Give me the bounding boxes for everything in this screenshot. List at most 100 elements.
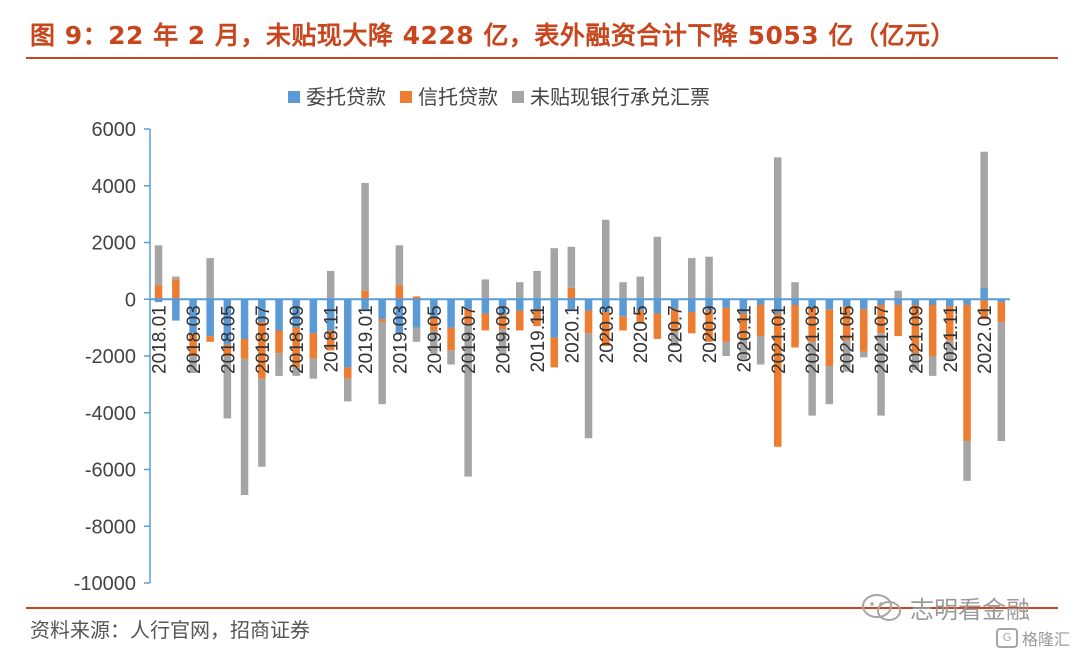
bar-2019.10-s0 <box>516 299 524 311</box>
bar-2018.04-s2 <box>206 258 214 300</box>
bar-2019.03-s0 <box>395 299 404 334</box>
bar-2021.09-s1 <box>911 304 920 354</box>
legend-label: 未贴现银行承兑汇票 <box>530 85 710 109</box>
legend-swatch <box>400 91 412 103</box>
bar-2021.03-s2 <box>808 341 816 416</box>
bar-2020.9-s0 <box>705 299 713 311</box>
bar-2019.05-s0 <box>430 299 438 318</box>
bar-2020.8-s0 <box>688 299 696 313</box>
bar-2018.05-s2 <box>223 356 232 419</box>
bar-2018.09-s2 <box>292 367 300 376</box>
legend-swatch <box>288 91 300 103</box>
legend-label: 委托贷款 <box>306 85 386 109</box>
x-tick-label: 2019.05 <box>425 305 446 374</box>
bar-2021.09-s2 <box>911 353 920 371</box>
bar-2019.05-s2 <box>430 330 438 354</box>
bar-2020.9-s1 <box>705 310 713 342</box>
bar-2020.3-s2 <box>602 219 610 300</box>
axes: 6000 4000 2000 0 -2000 -4000 -6000 -8000 -10000 2… <box>74 119 1010 595</box>
bar-2018.11-s1 <box>326 330 335 351</box>
bar-2020.5-s2 <box>636 276 644 300</box>
x-tick-label: 2021.09 <box>906 305 927 374</box>
bar-2018.02-s2 <box>172 276 180 280</box>
bar-2021.11-s2 <box>946 340 954 361</box>
bar-2021.10-s0 <box>928 299 937 305</box>
bar-2021.08-s0 <box>894 299 902 305</box>
x-tick-label: 2020.1 <box>562 305 583 363</box>
bar-2018.03-s1 <box>189 333 197 356</box>
x-tick-label: 2018.09 <box>287 305 308 374</box>
x-tick-label: 2020.3 <box>597 305 618 363</box>
bar-2021.10-s2 <box>928 356 937 376</box>
bar-2019.10-s2 <box>516 282 524 300</box>
bar-2018.01-s0 <box>154 299 163 303</box>
bar-2019.11-s0 <box>533 299 541 310</box>
title-rule <box>26 57 1058 59</box>
bar-2019.04-s0 <box>412 299 421 328</box>
y-tick-label: -8000 <box>85 516 136 538</box>
bar-2019.02-s0 <box>378 299 386 320</box>
bar-2020.6-s0 <box>653 299 662 314</box>
bar-2018.01-s1 <box>154 285 163 300</box>
x-tick-label: 2020.5 <box>631 305 652 363</box>
y-tick-label: -6000 <box>85 460 136 482</box>
bar-2020.11-s1 <box>739 313 748 339</box>
bar-2021.12-s2 <box>963 441 971 481</box>
bar-2021.04-s0 <box>825 299 834 310</box>
bar-2018.05-s1 <box>223 344 232 356</box>
x-tick-label: 2021.03 <box>803 305 824 374</box>
bar-2019.11-s1 <box>533 309 541 327</box>
bar-2019.11-s2 <box>533 270 541 300</box>
bar-2019.06-s0 <box>447 299 455 328</box>
bar-2021.05-s0 <box>842 299 851 307</box>
legend: 委托贷款 信托贷款 未贴现银行承兑汇票 <box>288 85 710 109</box>
bar-2019.03-s1 <box>395 285 404 300</box>
bar-2020.9-s2 <box>705 256 713 300</box>
bar-2018.06-s2 <box>240 358 249 495</box>
bar-2020.11-s2 <box>739 339 748 359</box>
bar-2018.09-s1 <box>292 327 300 368</box>
bar-2021.07-s0 <box>877 299 885 305</box>
bar-2019.06-s2 <box>447 350 455 365</box>
x-tick-label: 2021.05 <box>838 305 859 374</box>
bar-2018.12-s2 <box>344 378 352 402</box>
x-tick-label: 2019.03 <box>390 305 411 374</box>
x-tick-label: 2018.03 <box>184 305 205 374</box>
bar-2018.06-s0 <box>240 299 249 339</box>
source-rule <box>26 607 1058 609</box>
bar-2021.07-s1 <box>877 304 885 334</box>
legend-label: 信托贷款 <box>418 85 498 109</box>
bars <box>154 151 1006 495</box>
bar-2019.12-s1 <box>550 337 558 368</box>
bar-2020.10-s2 <box>722 341 730 356</box>
x-tick-label: 2018.05 <box>218 305 239 374</box>
bar-2020.3-s0 <box>602 299 610 313</box>
x-tick-label: 2018.01 <box>150 305 171 374</box>
bar-2021.06-s1 <box>860 309 868 352</box>
figure-title: 图 9：22 年 2 月，未贴现大降 4228 亿，表外融资合计下降 5053 … <box>30 21 956 50</box>
bar-2018.07-s0 <box>258 299 266 322</box>
bar-2018.08-s2 <box>275 353 283 376</box>
bar-2020.2-s1 <box>584 310 593 334</box>
x-tick-label: 2020.9 <box>700 305 721 363</box>
bar-2018.08-s1 <box>275 330 283 354</box>
bar-2019.09-s1 <box>498 314 507 330</box>
bar-2020.1-s2 <box>567 246 576 288</box>
bar-2019.08-s2 <box>481 279 490 300</box>
bar-2020.4-s1 <box>619 316 627 331</box>
bar-2020.3-s1 <box>602 312 610 347</box>
bar-2020.10-s0 <box>722 299 730 308</box>
bar-2019.02-s1 <box>378 319 386 322</box>
x-tick-label: 2020.11 <box>734 305 755 372</box>
bar-2018.12-s0 <box>344 299 352 368</box>
bar-2021.11-s1 <box>946 306 954 341</box>
bar-2019.09-s0 <box>498 299 507 315</box>
bar-2021.03-s1 <box>808 307 816 342</box>
bar-2021.01-s0 <box>774 299 782 314</box>
y-tick-label: -10000 <box>74 573 136 595</box>
bar-2022.01-s1 <box>980 299 988 320</box>
legend-swatch <box>512 91 524 103</box>
bar-2021.08-s2 <box>894 290 902 300</box>
bar-2022.02-s2 <box>997 321 1006 442</box>
x-tick-label: 2019.09 <box>494 305 515 374</box>
